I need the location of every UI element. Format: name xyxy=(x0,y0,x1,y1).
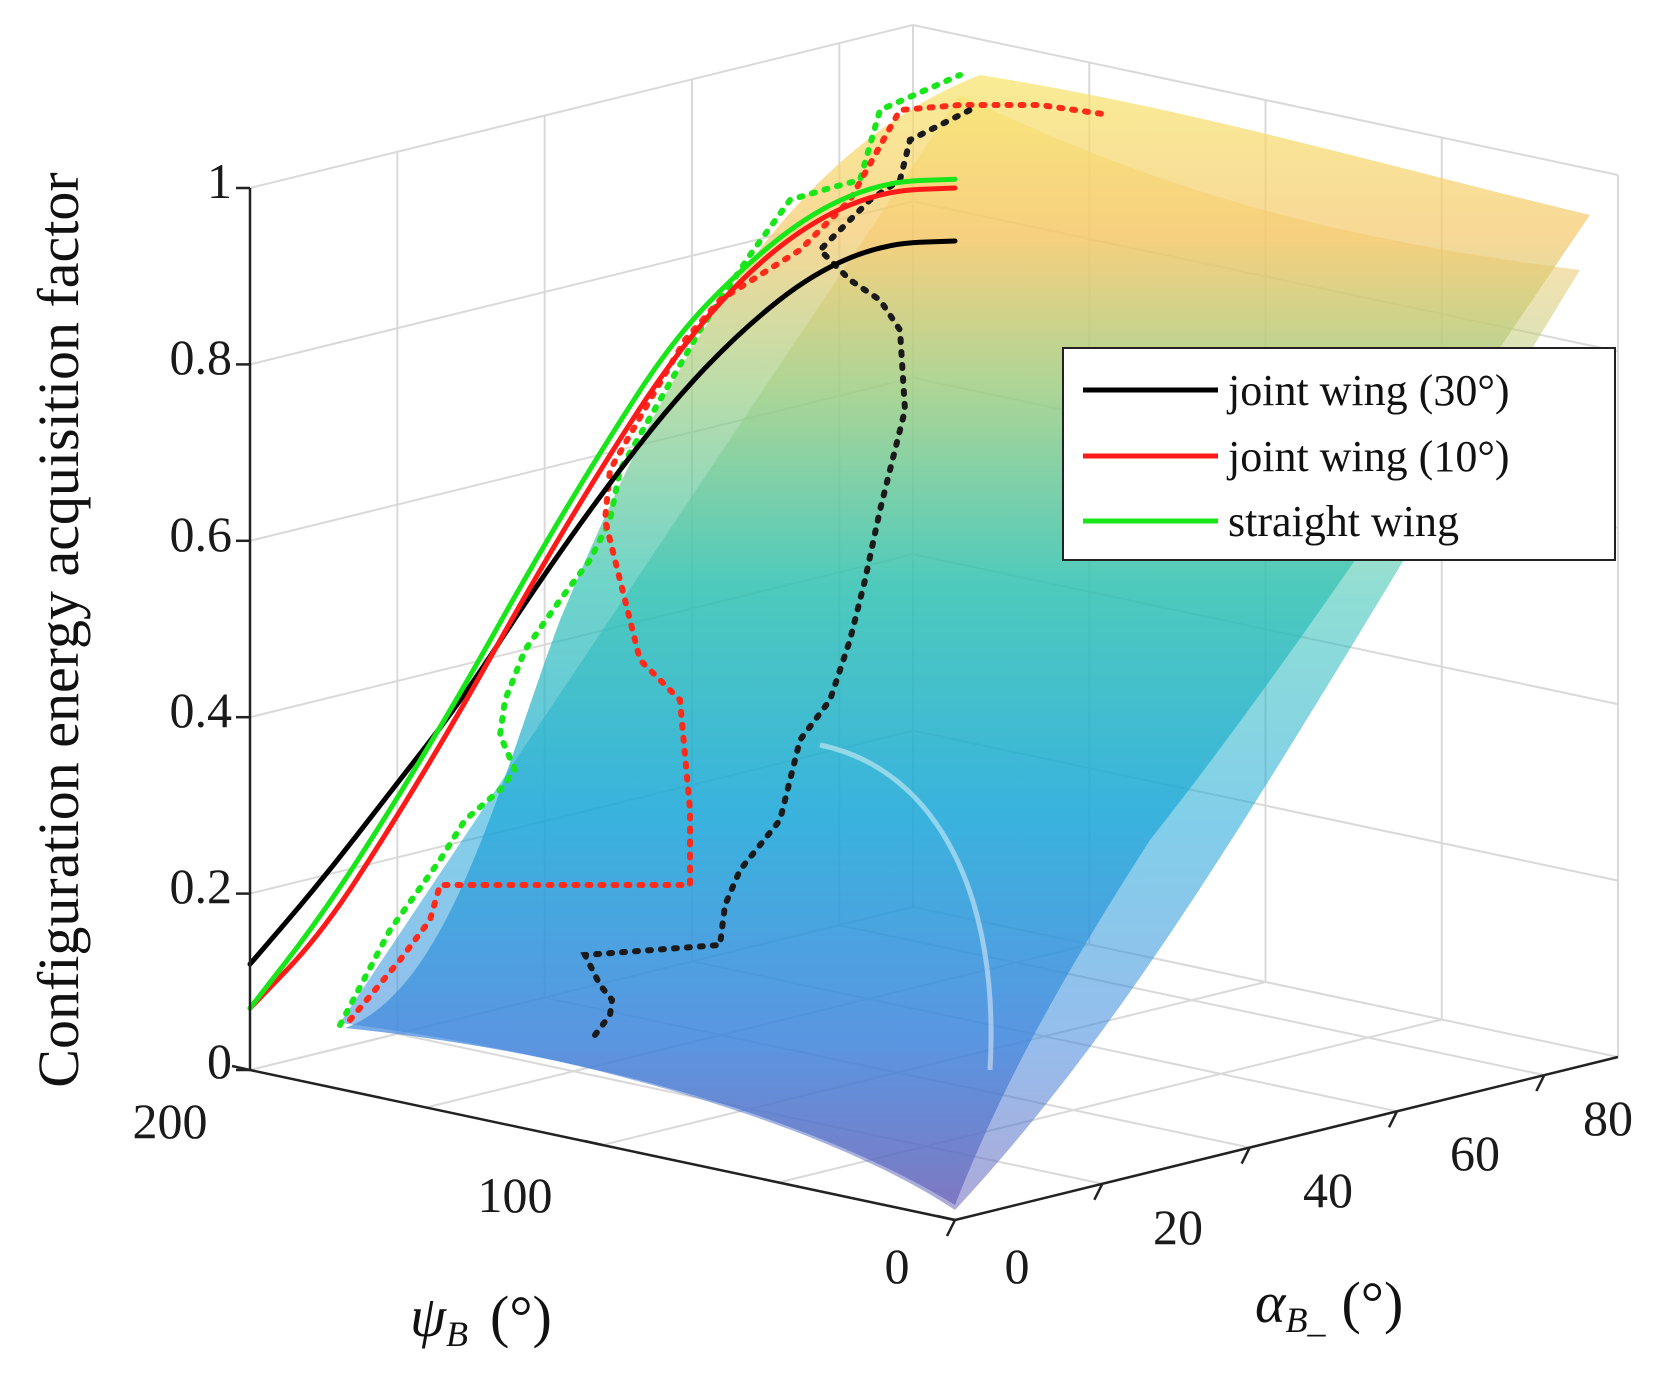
projection-line-joint-wing-30- xyxy=(247,238,958,967)
alpha-tick-label: 40 xyxy=(1303,1162,1353,1218)
z-axis-title: Configuration energy acquisition factor xyxy=(26,172,91,1087)
z-tick-label: 1 xyxy=(207,153,232,209)
alpha-tick-label: 80 xyxy=(1583,1090,1633,1146)
alpha-tick-labels: 0 20 40 60 80 xyxy=(1005,1090,1634,1294)
z-tick-label: 0 xyxy=(207,1033,232,1089)
alpha-axis-title: αB_ (°) xyxy=(1255,1270,1403,1340)
surface-upper-sheet xyxy=(345,75,1590,1205)
alpha-tick-label: 0 xyxy=(1005,1238,1030,1294)
psi-axis-symbol: ψ xyxy=(410,1284,447,1349)
grid-line-z-back xyxy=(249,24,914,189)
psi-tick-label: 0 xyxy=(885,1238,910,1294)
psi-tick-label: 100 xyxy=(478,1167,553,1223)
projection-line-joint-wing-10- xyxy=(247,185,958,1011)
legend-label-joint-wing-10: joint wing (10°) xyxy=(1226,432,1510,481)
psi-tick-mark xyxy=(231,1064,251,1072)
psi-tick-label: 200 xyxy=(133,1093,208,1149)
tick-marks xyxy=(231,186,1546,1237)
surface-curves xyxy=(337,72,1113,1038)
alpha-axis-subscript: B_ xyxy=(1285,1300,1326,1340)
legend-label-joint-wing-30: joint wing (30°) xyxy=(1226,366,1510,415)
psi-axis-title: ψB (°) xyxy=(410,1284,552,1354)
alpha-tick-mark xyxy=(1535,1074,1546,1092)
alpha-tick-mark xyxy=(1387,1110,1399,1128)
alpha-axis-unit: (°) xyxy=(1341,1270,1403,1335)
psi-tick-labels: 200 100 0 xyxy=(133,1093,910,1294)
psi-tick-mark xyxy=(584,1139,603,1147)
alpha-tick-mark xyxy=(1240,1146,1251,1165)
z-tick-label: 0.8 xyxy=(170,329,233,385)
z-tick-label: 0.2 xyxy=(170,858,233,914)
alpha-tick-mark xyxy=(945,1219,957,1237)
projection-line-straight-wing xyxy=(247,176,958,1011)
psi-axis-subscript: B xyxy=(446,1314,468,1354)
alpha-axis-symbol: α xyxy=(1255,1270,1287,1335)
surface-highlight xyxy=(819,742,994,1071)
z-tick-labels: 0 0.2 0.4 0.6 0.8 1 xyxy=(170,153,233,1089)
legend: joint wing (30°) joint wing (10°) straig… xyxy=(1062,347,1616,561)
alpha-tick-label: 60 xyxy=(1450,1125,1500,1181)
legend-label-straight-wing: straight wing xyxy=(1228,497,1459,546)
joint-wing-30-surface-curve xyxy=(580,107,973,1038)
projection-curves xyxy=(247,176,958,1011)
straight-wing-surface-curve xyxy=(337,72,963,1028)
alpha-axis-line xyxy=(954,1055,1619,1222)
alpha-tick-mark xyxy=(1093,1183,1104,1201)
psi-tick-mark xyxy=(936,1214,956,1222)
psi-axis-unit: (°) xyxy=(490,1284,552,1349)
z-tick-label: 0.6 xyxy=(170,506,233,562)
alpha-tick-label: 20 xyxy=(1153,1199,1203,1255)
z-tick-label: 0.4 xyxy=(170,682,233,738)
joint-wing-10-surface-curve xyxy=(347,102,1113,1023)
